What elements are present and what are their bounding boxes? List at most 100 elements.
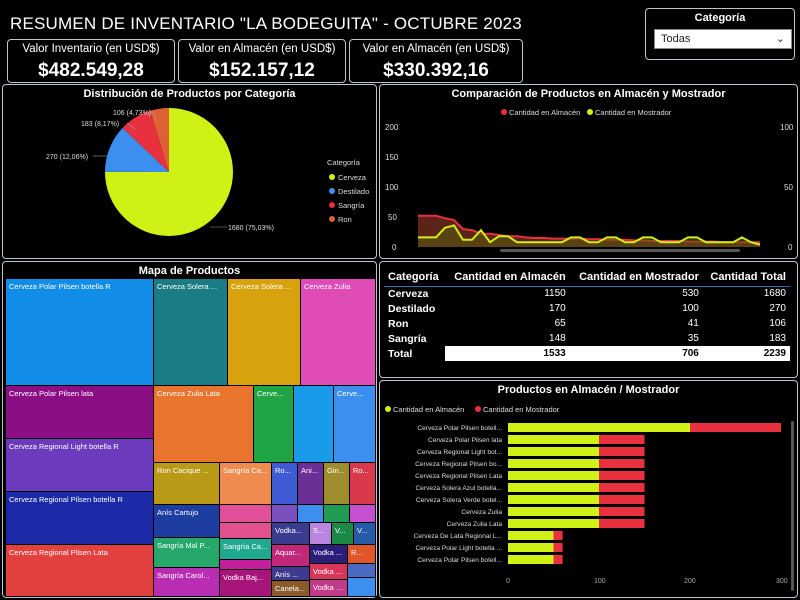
pie-label-ron: 106 (4,73%): [113, 110, 157, 122]
treemap-tile[interactable]: [220, 505, 272, 523]
treemap-tile[interactable]: Cerve...: [334, 386, 376, 463]
treemap-tile[interactable]: Aquar...: [272, 545, 310, 567]
category-select[interactable]: Todas ⌄: [654, 29, 792, 49]
hbar-mostrador[interactable]: [599, 483, 645, 492]
pie-slice-ron[interactable]: [150, 108, 169, 172]
treemap-tile[interactable]: V...: [354, 523, 376, 545]
pie-legend-sangria[interactable]: Sangría: [329, 201, 365, 210]
treemap-tile[interactable]: [272, 505, 298, 523]
hbar-legend-almacen[interactable]: Cantidad en Almacén: [385, 405, 464, 414]
line-legend-almacen[interactable]: Cantidad en Almacén: [501, 108, 580, 117]
col-header[interactable]: Cantidad en Almacén: [454, 270, 566, 283]
treemap-tile[interactable]: Cerveza Solera ...: [154, 279, 228, 386]
treemap-tile[interactable]: S...: [310, 523, 332, 545]
kpi-label: Valor en Almacén (en USD$): [362, 43, 510, 55]
hbar-mostrador[interactable]: [599, 459, 645, 468]
treemap-tile[interactable]: Sangría Mal P...: [154, 538, 220, 568]
horizontal-scrollbar[interactable]: [500, 249, 740, 252]
hbar-almacen[interactable]: [508, 423, 690, 432]
treemap-tile[interactable]: Cerveza Polar Pilsen botella R: [6, 279, 154, 386]
treemap-tile[interactable]: [294, 386, 334, 463]
hbar-mostrador[interactable]: [599, 519, 645, 528]
treemap-tile[interactable]: Ro...: [350, 463, 376, 505]
pie-slice-sangría[interactable]: [122, 110, 169, 172]
treemap-tile[interactable]: Sangría Ca...: [220, 463, 272, 505]
hbar-legend-mostrador[interactable]: Cantidad en Mostrador: [475, 405, 560, 414]
hbar-almacen[interactable]: [508, 471, 599, 480]
treemap-tile[interactable]: Vodka S...: [310, 580, 348, 597]
hbar-almacen[interactable]: [508, 459, 599, 468]
hbar-almacen[interactable]: [508, 447, 599, 456]
col-header[interactable]: Cantidad en Mostrador: [579, 270, 699, 283]
hbar-mostrador[interactable]: [599, 471, 645, 480]
hbar-category-label: Cerveza Polar Light botella ...: [416, 545, 503, 552]
treemap-tile[interactable]: Sangría Carol...: [154, 568, 220, 597]
treemap-tile[interactable]: Vodka...: [272, 523, 310, 545]
hbar-mostrador[interactable]: [599, 447, 645, 456]
hbar-mostrador[interactable]: [599, 495, 645, 504]
treemap-tile[interactable]: Ron Cacique ...: [154, 463, 220, 505]
treemap-tile[interactable]: Cerveza Polar Pilsen lata: [6, 386, 154, 439]
hbar-mostrador[interactable]: [599, 435, 645, 444]
hbar-almacen[interactable]: [508, 543, 554, 552]
treemap-tile[interactable]: Sangría Ca...: [220, 539, 272, 560]
hbar-almacen[interactable]: [508, 555, 554, 564]
treemap-tile[interactable]: Cerveza Zulia: [301, 279, 376, 386]
svg-text:Cantidad en Mostrador: Cantidad en Mostrador: [595, 108, 672, 117]
hbar-almacen[interactable]: [508, 519, 599, 528]
treemap-tile[interactable]: Ro...: [272, 463, 298, 505]
pie-legend-title: Categoría: [327, 158, 361, 167]
treemap: Cerveza Polar Pilsen botella R Cerveza Po…: [6, 279, 376, 597]
pie-legend-cerveza[interactable]: Cerveza: [329, 173, 367, 182]
treemap-tile[interactable]: Vodka Baj...: [220, 570, 272, 597]
treemap-tile[interactable]: Cerveza Zulia Lata: [154, 386, 254, 463]
col-header[interactable]: Categoría: [388, 270, 439, 283]
summary-table-panel: Categoría Cantidad en Almacén Cantidad e…: [379, 261, 798, 378]
treemap-tile[interactable]: Cerveza Regional Pilsen Lata: [6, 545, 154, 597]
vertical-scrollbar[interactable]: [791, 421, 794, 591]
hbar-mostrador[interactable]: [553, 555, 563, 564]
treemap-tile[interactable]: Gin...: [324, 463, 350, 505]
line-legend-mostrador[interactable]: Cantidad en Mostrador: [587, 108, 672, 117]
kpi-value: $152.157,12: [209, 60, 315, 81]
col-header[interactable]: Cantidad Total: [710, 270, 786, 283]
hbar-mostrador[interactable]: [553, 543, 563, 552]
treemap-tile[interactable]: [220, 560, 272, 570]
hbar-almacen[interactable]: [508, 483, 599, 492]
treemap-tile[interactable]: Cerveza Regional Pilsen botella R: [6, 492, 154, 545]
treemap-tile[interactable]: Cerve...: [254, 386, 294, 463]
treemap-tile[interactable]: [350, 505, 376, 523]
treemap-tile[interactable]: [348, 564, 376, 578]
treemap-tile[interactable]: [348, 578, 376, 597]
hbar-mostrador[interactable]: [690, 423, 781, 432]
x-tick-label: 200: [684, 578, 696, 585]
treemap-tile[interactable]: Vodka ...: [310, 564, 348, 580]
treemap-tile[interactable]: Canela...: [272, 581, 310, 597]
hbar-mostrador[interactable]: [553, 531, 563, 540]
treemap-tile[interactable]: V...: [332, 523, 354, 545]
hbar-almacen[interactable]: [508, 435, 599, 444]
hbar-almacen[interactable]: [508, 507, 599, 516]
treemap-tile[interactable]: R...: [348, 545, 376, 564]
hbar-chart: Cantidad en Almacén Cantidad en Mostrado…: [385, 405, 794, 591]
hbar-almacen[interactable]: [508, 495, 599, 504]
treemap-tile[interactable]: [220, 523, 272, 539]
treemap-tile[interactable]: Anís ...: [272, 567, 310, 581]
y-tick-label: 200: [385, 123, 399, 132]
treemap-tile[interactable]: Vodka ...: [310, 545, 348, 564]
line-series-mostrador[interactable]: [418, 224, 761, 246]
line-chart-title: Comparación de Productos en Almacén y Mo…: [451, 88, 726, 100]
treemap-tile[interactable]: [324, 505, 350, 523]
pie-legend-ron[interactable]: Ron: [329, 215, 352, 224]
treemap-tile[interactable]: Anís Cartujo: [154, 505, 220, 538]
treemap-tile[interactable]: Cerveza Solera ...: [228, 279, 301, 386]
hbar-mostrador[interactable]: [599, 507, 645, 516]
treemap-tile[interactable]: Cerveza Regional Light botella R: [6, 439, 154, 492]
chevron-down-icon[interactable]: ⌄: [775, 33, 785, 45]
pie-legend-destilado[interactable]: Destilado: [329, 187, 369, 196]
treemap-tile[interactable]: [298, 505, 324, 523]
y-tick-label: 150: [385, 153, 399, 162]
hbar-almacen[interactable]: [508, 531, 554, 540]
pie-slice-destilado[interactable]: [105, 127, 169, 172]
treemap-tile[interactable]: Ani...: [298, 463, 324, 505]
